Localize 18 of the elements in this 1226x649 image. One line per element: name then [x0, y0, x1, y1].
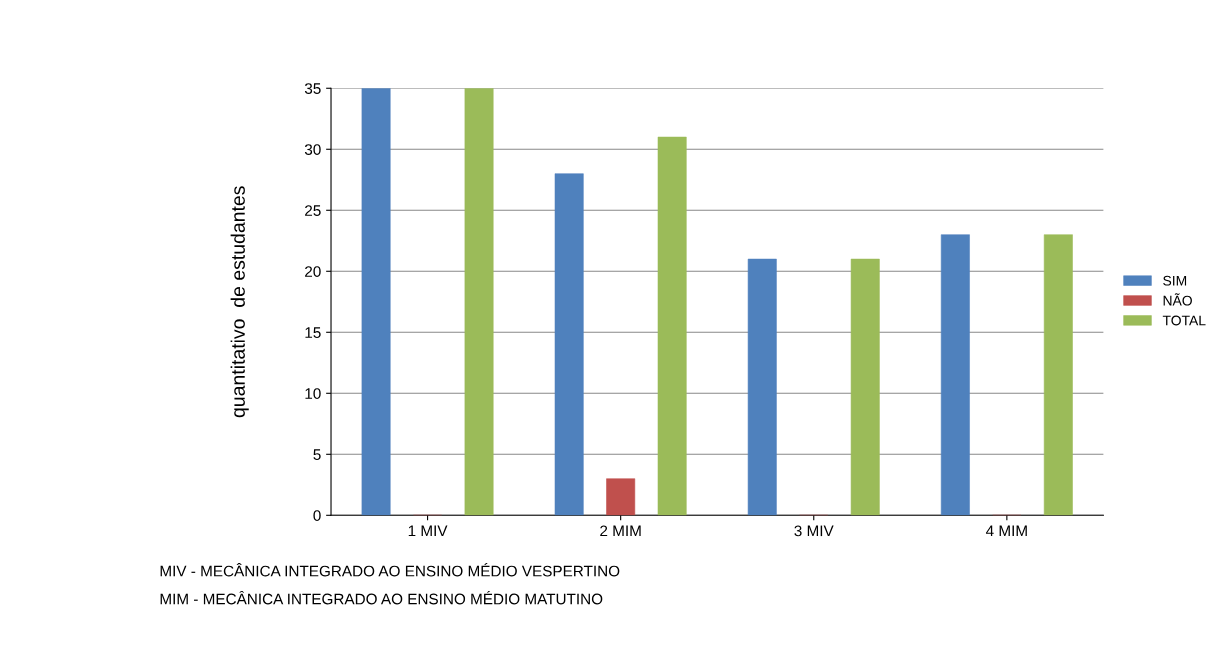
legend-label: SIM: [1163, 275, 1187, 286]
y-tick-label: 10: [305, 388, 321, 399]
legend-label: NÃO: [1163, 293, 1192, 306]
y-tick-label: 30: [304, 144, 321, 155]
text: MIV - MECÂNICA INTEGRADO AO ENSINO MÉDIO VESPERTINO: [160, 563, 620, 577]
y-tick-label: 20: [305, 266, 321, 277]
legend-label: TOTAL: [1162, 315, 1206, 326]
x-tick-label: 1 MIV: [408, 525, 448, 537]
y-tick-label: 25: [305, 205, 321, 216]
y-tick-label: 15: [305, 327, 321, 338]
x-tick-label: 4 MIM: [985, 525, 1027, 537]
y-tick-label: 0: [313, 510, 321, 521]
text: MIM - MECÂNICA INTEGRADO AO ENSINO MÉDIO MATUTINO: [160, 590, 603, 605]
y-tick-label: 35: [304, 83, 321, 94]
y-tick-label: 5: [313, 449, 321, 460]
x-tick-label: 3 MIV: [794, 525, 834, 537]
y-axis-title: quantitativo de estudantes: [230, 186, 249, 418]
x-tick-label: 2 MIM: [600, 525, 641, 537]
